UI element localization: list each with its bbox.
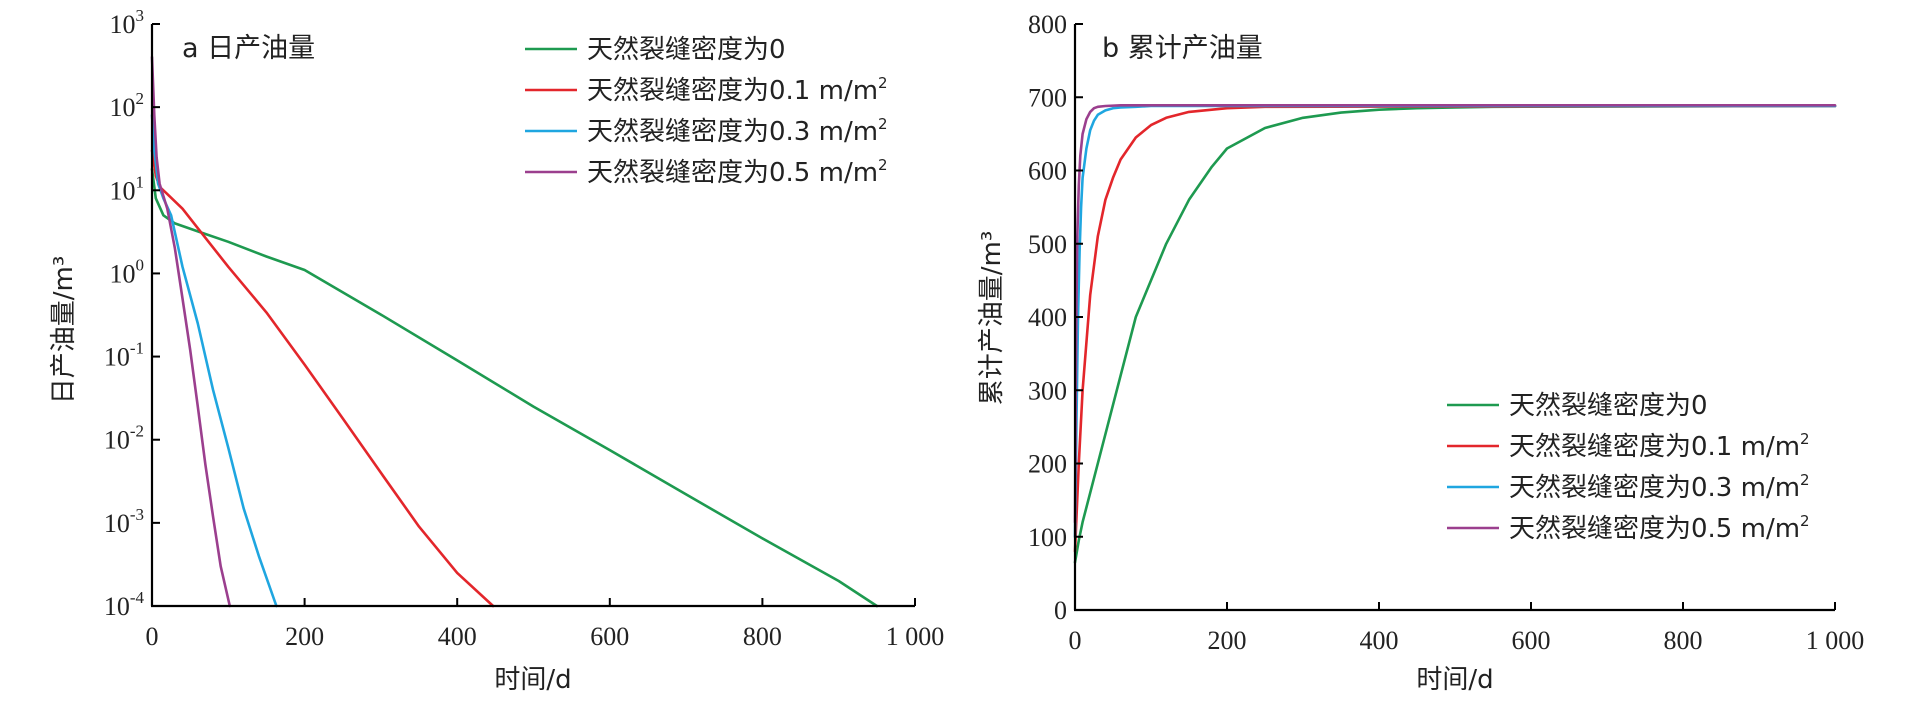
y-tick-label: 103 [110, 6, 145, 39]
y-tick-label: 600 [1028, 157, 1067, 186]
series-line-a-1 [150, 149, 495, 608]
y-tick-label: 200 [1028, 450, 1067, 479]
legend-label: 天然裂缝密度为0.3 m/m2 [1509, 471, 1810, 503]
x-tick-label: 0 [146, 622, 159, 651]
panel-a-title: a 日产油量 [182, 33, 315, 64]
x-tick-label: 0 [1069, 626, 1082, 655]
panel-b-y-label: 累计产油量/m³ [977, 231, 1007, 406]
panel-b-x-label: 时间/d [1416, 665, 1493, 695]
panel-b-legend: 天然裂缝密度为0 天然裂缝密度为0.1 m/m2 天然裂缝密度为0.3 m/m2 天然… [1447, 391, 1810, 544]
x-tick-label: 400 [438, 622, 477, 651]
legend-label: 天然裂缝密度为0 [587, 35, 786, 65]
panel-a-legend: 天然裂缝密度为0 天然裂缝密度为0.1 m/m2 天然裂缝密度为0.3 m/m2 天然… [525, 35, 888, 188]
legend-label: 天然裂缝密度为0.3 m/m2 [587, 115, 888, 147]
legend-label: 天然裂缝密度为0 [1509, 391, 1708, 421]
panel-b-series-group [1073, 104, 1837, 564]
x-tick-label: 1 000 [1806, 626, 1865, 655]
panel-b-title: b 累计产油量 [1102, 33, 1263, 64]
panel-a-y-ticks: 103 102 101 100 10-1 10-2 10-3 10-4 [104, 6, 160, 621]
series-line-b-2 [1073, 104, 1837, 539]
panel-b-cumulative-oil: b 累计产油量 0 100 200 300 400 500 600 700 800 0 200 40… [977, 10, 1864, 695]
series-line-b-0 [1073, 104, 1837, 564]
panel-b-y-ticks: 0 100 200 300 400 500 600 700 800 [1028, 10, 1083, 625]
legend-label: 天然裂缝密度为0.1 m/m2 [587, 74, 888, 106]
panel-a-x-label: 时间/d [494, 665, 571, 695]
panel-b-x-ticks: 0 200 400 600 800 1 000 [1069, 602, 1865, 655]
series-line-b-3 [1073, 104, 1837, 524]
series-line-a-3 [150, 55, 232, 608]
y-tick-label: 100 [1028, 523, 1067, 552]
legend-label: 天然裂缝密度为0.5 m/m2 [1509, 512, 1810, 544]
y-tick-label: 10-4 [104, 588, 145, 621]
x-tick-label: 600 [590, 622, 629, 651]
y-tick-label: 10-2 [104, 422, 144, 455]
x-tick-label: 800 [743, 622, 782, 651]
series-line-a-2 [150, 113, 278, 608]
x-tick-label: 200 [285, 622, 324, 651]
panel-a-series-group [150, 55, 879, 608]
x-tick-label: 800 [1664, 626, 1703, 655]
panel-a-daily-oil: a 日产油量 103 102 101 100 10-1 10-2 10-3 10-4 0 200… [49, 6, 944, 695]
series-line-b-1 [1073, 104, 1837, 553]
legend-label: 天然裂缝密度为0.1 m/m2 [1509, 430, 1810, 462]
x-tick-label: 400 [1360, 626, 1399, 655]
y-tick-label: 101 [110, 172, 145, 205]
y-tick-label: 100 [110, 255, 145, 288]
y-tick-label: 500 [1028, 230, 1067, 259]
y-tick-label: 700 [1028, 83, 1067, 112]
panel-a-x-ticks: 0 200 400 600 800 1 000 [146, 598, 945, 651]
x-tick-label: 200 [1208, 626, 1247, 655]
x-tick-label: 600 [1512, 626, 1551, 655]
y-tick-label: 10-1 [104, 339, 144, 372]
panel-a-y-label: 日产油量/m³ [49, 256, 79, 405]
y-tick-label: 300 [1028, 376, 1067, 405]
y-tick-label: 0 [1054, 596, 1067, 625]
y-tick-label: 102 [110, 89, 145, 122]
legend-label: 天然裂缝密度为0.5 m/m2 [587, 156, 888, 188]
y-tick-label: 10-3 [104, 505, 144, 538]
y-tick-label: 400 [1028, 303, 1067, 332]
x-tick-label: 1 000 [886, 622, 945, 651]
series-line-a-0 [150, 167, 879, 608]
y-tick-label: 800 [1028, 10, 1067, 39]
